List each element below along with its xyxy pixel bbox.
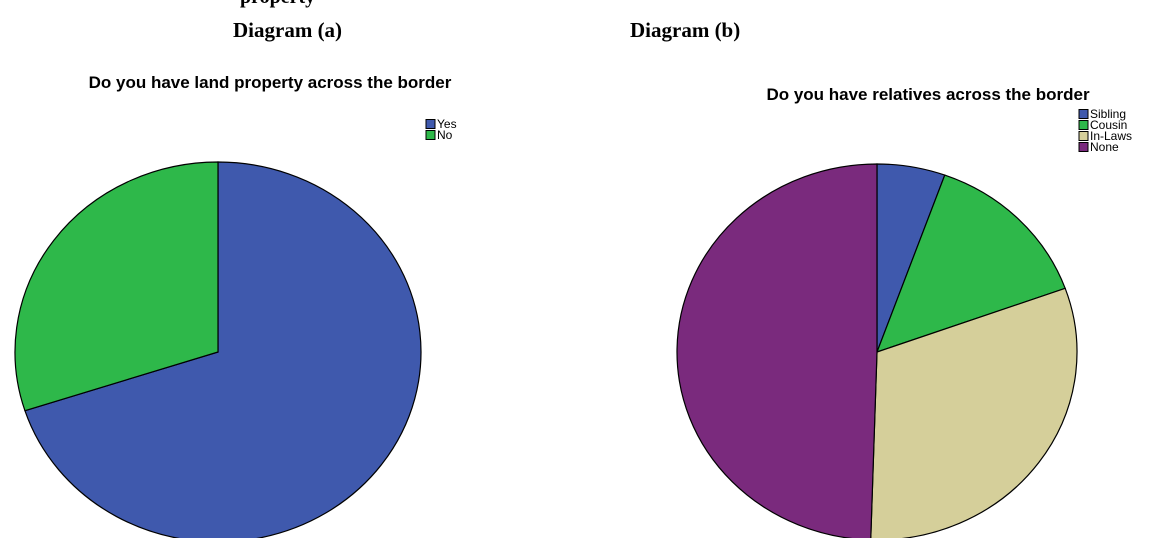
legend-label-sibling: Sibling <box>1090 107 1126 121</box>
legend-label-in-laws: In-Laws <box>1090 129 1132 143</box>
chart-title: Do you have land property across the bor… <box>89 73 452 92</box>
legend-swatch-sibling <box>1078 109 1089 119</box>
legend-label-yes: Yes <box>437 117 457 131</box>
pie-slice-in-laws <box>870 287 1078 538</box>
pie-slice-no <box>14 161 219 412</box>
legend-swatch-cousin <box>1078 120 1089 130</box>
legend-label-no: No <box>437 128 453 142</box>
legend-swatch-no <box>425 130 436 140</box>
legend-swatch-none <box>1078 142 1089 152</box>
diagram-b-heading: Diagram (b) <box>630 18 741 42</box>
pie-slice-cousin <box>875 174 1066 353</box>
diagram-a-heading: Diagram (a) <box>233 18 343 42</box>
pie-chart-b: Do you have relatives across the borderS… <box>676 85 1132 538</box>
top-caption-fragment: property <box>0 0 560 22</box>
legend-swatch-yes <box>425 119 436 129</box>
pie-slice-yes <box>24 161 422 538</box>
chart-title: Do you have relatives across the border <box>766 85 1090 104</box>
legend-swatch-in-laws <box>1078 131 1089 141</box>
pie-slice-none <box>676 163 878 538</box>
pie-chart-a: Do you have land property across the bor… <box>14 73 457 538</box>
legend-label-cousin: Cousin <box>1090 118 1127 132</box>
legend-label-none: None <box>1090 140 1119 154</box>
